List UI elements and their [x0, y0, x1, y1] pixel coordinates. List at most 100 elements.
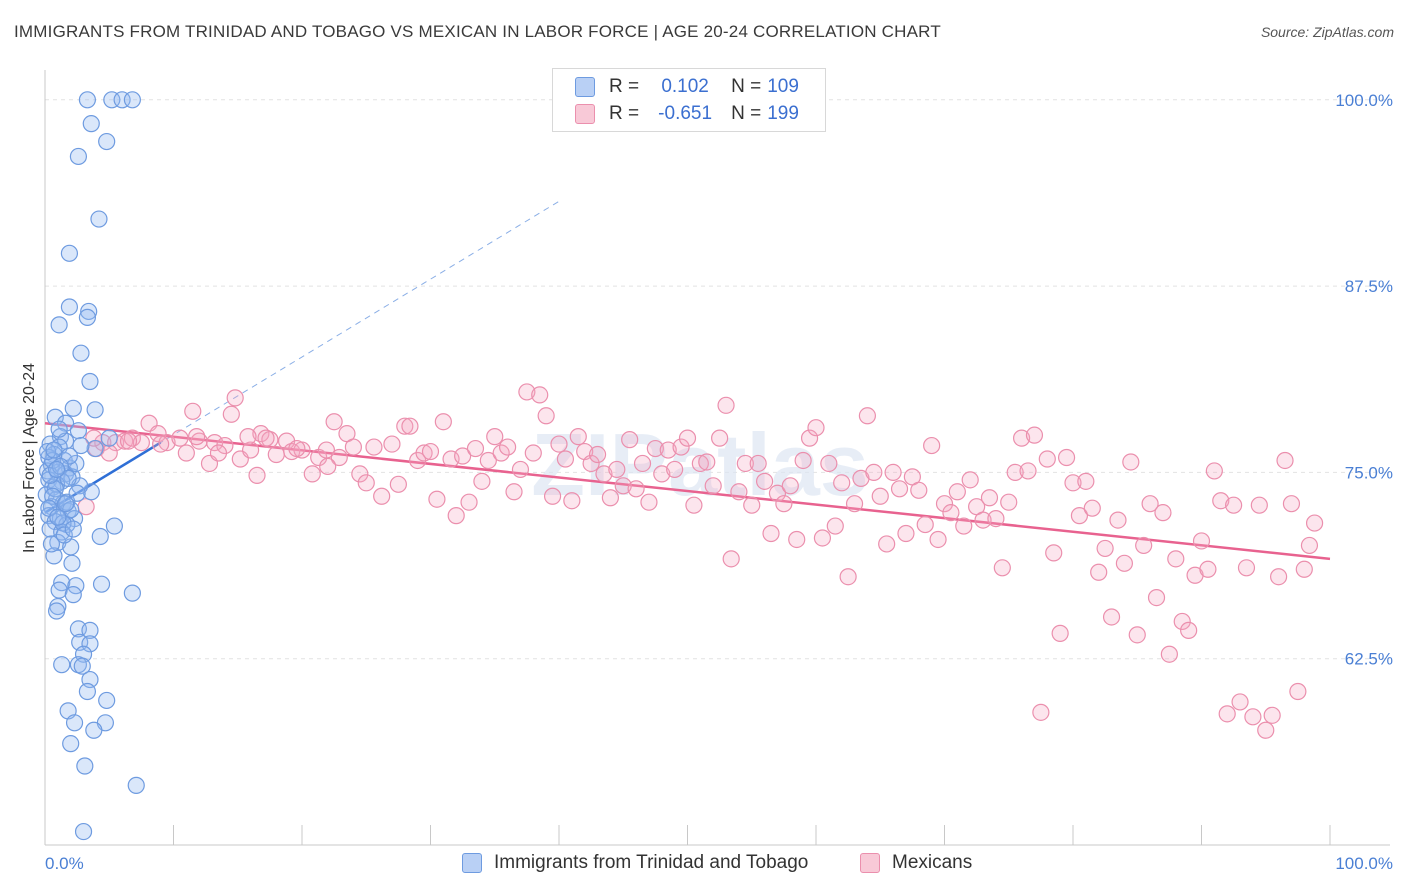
data-point	[78, 91, 97, 109]
data-point	[1109, 511, 1127, 529]
data-point	[248, 466, 266, 484]
data-point	[1038, 450, 1056, 468]
data-point	[100, 429, 118, 447]
data-point	[1244, 708, 1262, 726]
data-point	[1295, 560, 1313, 578]
data-point	[1115, 554, 1134, 572]
data-point	[1006, 463, 1024, 482]
data-point	[800, 429, 819, 447]
data-point	[86, 439, 104, 458]
data-point	[614, 477, 632, 495]
data-point	[45, 441, 63, 459]
legend-swatch-pink	[575, 104, 595, 124]
data-point	[1282, 495, 1301, 513]
data-point	[351, 465, 369, 483]
data-point	[132, 433, 150, 452]
series-legend: Immigrants from Trinidad and Tobago Mexi…	[0, 852, 1406, 878]
y-tick-label: 75.0%	[1345, 463, 1393, 482]
data-point	[209, 444, 228, 462]
data-point	[80, 302, 98, 321]
data-point	[743, 496, 761, 514]
data-point	[47, 460, 66, 479]
data-point	[49, 508, 67, 526]
data-point	[226, 389, 244, 407]
data-point	[158, 433, 176, 452]
data-point	[59, 469, 77, 487]
data-point	[890, 480, 909, 498]
data-point	[62, 735, 80, 753]
data-point	[267, 445, 285, 464]
data-point	[929, 530, 947, 549]
data-point	[98, 132, 116, 151]
data-point	[601, 489, 620, 507]
y-tick-label: 62.5%	[1345, 650, 1393, 669]
data-point	[1180, 621, 1198, 639]
data-point	[1154, 504, 1172, 522]
data-point	[55, 526, 73, 544]
data-point	[1167, 550, 1185, 568]
data-point	[78, 308, 97, 327]
data-point	[50, 420, 68, 438]
data-point	[974, 511, 992, 529]
data-point	[633, 454, 652, 473]
data-point	[543, 487, 562, 505]
data-point	[1237, 559, 1256, 577]
r-value: -0.651	[658, 103, 713, 124]
data-point	[518, 383, 536, 401]
data-point	[56, 495, 75, 513]
data-point	[421, 442, 440, 461]
y-tick-label: 87.5%	[1345, 277, 1393, 296]
data-point	[678, 429, 697, 447]
data-point	[428, 490, 446, 508]
data-points	[37, 91, 1324, 841]
data-point	[595, 465, 613, 483]
data-point	[82, 115, 100, 133]
data-point	[762, 524, 780, 543]
data-point	[72, 344, 90, 362]
data-point	[1064, 474, 1082, 492]
data-point	[755, 472, 774, 490]
data-point	[858, 407, 877, 425]
data-point	[127, 776, 145, 794]
data-point	[845, 495, 864, 513]
data-point	[1083, 499, 1101, 517]
data-point	[242, 441, 260, 459]
data-point	[74, 822, 93, 841]
trend-line-mexicans	[44, 421, 1331, 561]
data-point	[152, 435, 170, 453]
data-point	[550, 435, 568, 453]
legend-row-mexicans: R = -0.651 N = 199	[575, 102, 799, 126]
data-point	[813, 529, 832, 547]
n-value: 199	[767, 103, 799, 124]
data-point	[40, 499, 58, 517]
data-point	[357, 474, 375, 492]
data-point	[81, 635, 99, 653]
data-point	[479, 451, 497, 470]
correlation-legend: R = 0.102 N = 109 R = -0.651 N = 199	[552, 68, 826, 132]
legend-swatch-blue	[462, 853, 482, 873]
data-point	[1263, 706, 1281, 724]
data-point	[85, 721, 103, 739]
data-point	[383, 435, 401, 453]
data-point	[78, 682, 97, 701]
data-point	[775, 495, 793, 513]
data-point	[389, 475, 407, 493]
data-point	[76, 757, 94, 775]
data-point	[1276, 451, 1294, 470]
data-point	[582, 454, 600, 473]
data-point	[1025, 426, 1044, 444]
data-point	[1192, 532, 1211, 550]
data-point	[184, 402, 202, 420]
legend-item-mexicans: Mexicans	[860, 852, 972, 874]
data-point	[749, 454, 767, 473]
data-point	[330, 448, 348, 467]
data-point	[53, 656, 71, 674]
data-point	[123, 91, 141, 109]
data-point	[90, 210, 108, 228]
data-point	[826, 517, 844, 535]
data-point	[1218, 705, 1236, 723]
data-point	[1300, 536, 1319, 555]
data-point	[961, 471, 979, 489]
data-point	[704, 477, 722, 495]
watermark: ZIPatlas	[531, 415, 868, 514]
